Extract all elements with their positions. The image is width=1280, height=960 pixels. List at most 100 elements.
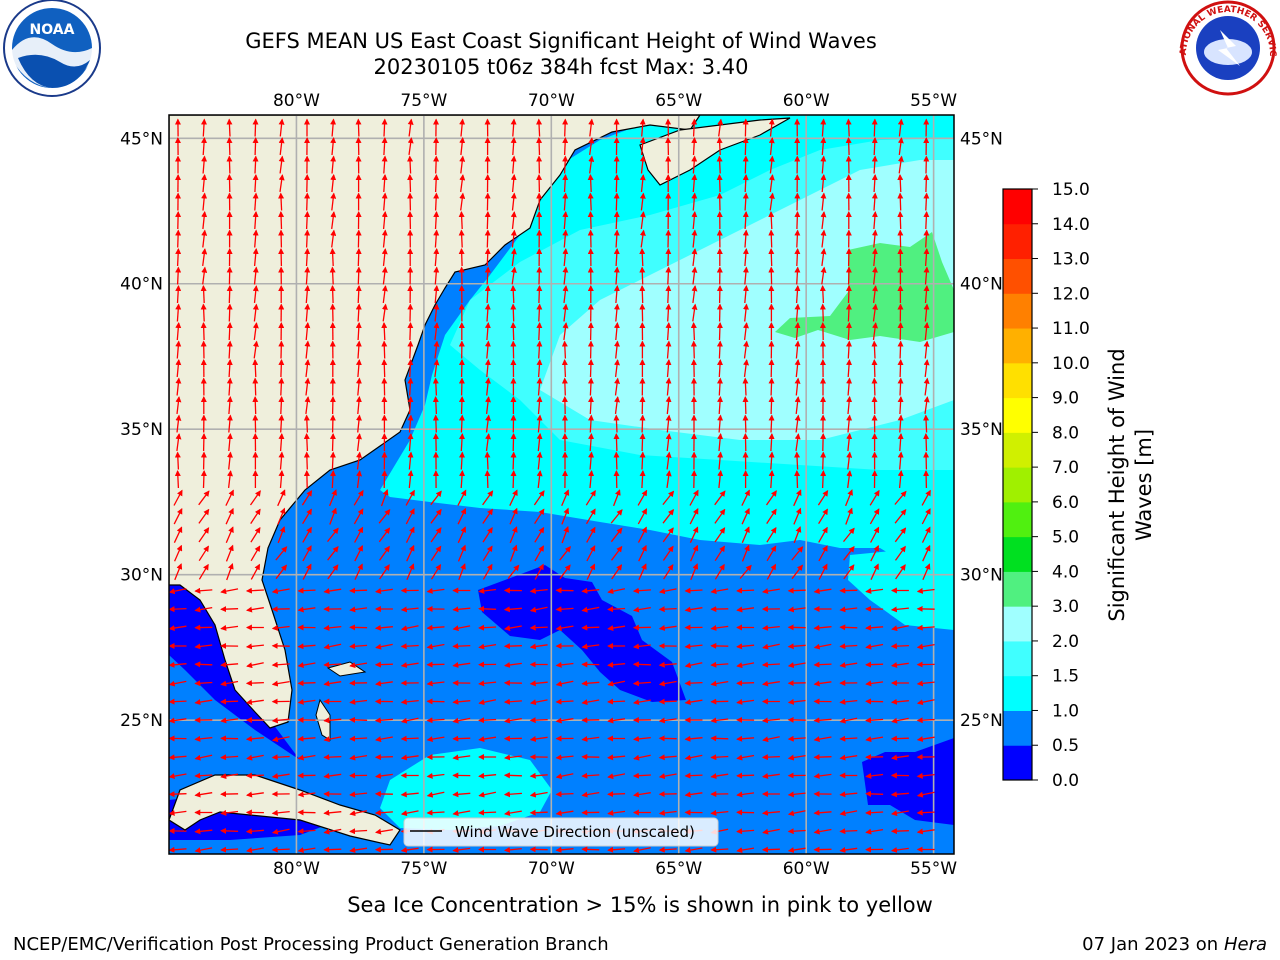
wind-arrow-105 (562, 174, 569, 193)
wind-arrow-1011 (710, 735, 729, 742)
wind-arrow-645 (561, 507, 570, 525)
wind-arrow-418 (897, 359, 904, 378)
wind-arrow-584 (536, 470, 543, 488)
wind-arrow-856 (581, 643, 600, 650)
wind-arrow-240 (175, 266, 182, 285)
wind-arrow-107 (613, 174, 620, 193)
wind-arrow-81 (716, 155, 723, 174)
colorbar-tick-label-7: 5.0 (1052, 528, 1079, 548)
wind-arrow-827 (607, 625, 626, 631)
wind-arrow-1181 (452, 846, 471, 853)
lon-tick-bottom-0: 80°W (273, 859, 320, 879)
wind-arrow-1008 (633, 735, 651, 742)
wind-arrow-290 (691, 285, 698, 303)
wind-arrow-959 (916, 699, 935, 706)
wind-arrow-1069 (658, 773, 677, 780)
wind-arrow-324 (794, 303, 801, 322)
wind-arrow-620 (689, 489, 699, 506)
wind-arrow-317 (613, 303, 620, 322)
wind-arrow-1054 (271, 773, 290, 779)
wind-arrow-1193 (761, 846, 780, 853)
wind-arrow-504 (794, 414, 801, 433)
wind-arrow-948 (633, 699, 651, 706)
wind-arrow-73 (510, 155, 517, 174)
wind-arrow-793 (503, 606, 522, 613)
wind-arrow-922 (736, 680, 755, 687)
wind-arrow-698 (378, 545, 390, 561)
wind-arrow-165 (562, 211, 569, 230)
wind-arrow-997 (349, 735, 368, 742)
colorbar-segment-14 (1003, 258, 1032, 294)
wind-arrow-1029 (400, 754, 419, 761)
wind-arrow-1067 (607, 773, 626, 780)
wind-arrow-280 (433, 285, 440, 304)
wind-arrow-380 (690, 340, 697, 359)
wind-arrow-839 (916, 624, 935, 631)
wind-arrow-320 (691, 303, 698, 322)
wind-arrow-331 (200, 322, 207, 341)
wind-arrow-823 (504, 625, 522, 632)
wind-arrow-125 (304, 192, 311, 211)
wind-arrow-424 (278, 377, 285, 396)
wind-arrow-1064 (529, 772, 548, 779)
wind-arrow-98 (381, 174, 388, 193)
wind-arrow-377 (613, 340, 620, 359)
wind-arrow-947 (607, 698, 626, 705)
wind-arrow-1026 (323, 754, 342, 761)
wind-arrow-695 (302, 545, 312, 562)
wind-arrow-409 (665, 359, 672, 378)
wind-arrow-1046 (839, 754, 858, 761)
wind-arrow-91 (201, 174, 208, 193)
wind-arrow-329 (923, 303, 930, 322)
wind-arrow-1118 (374, 809, 393, 816)
wind-arrow-115 (820, 174, 827, 193)
wind-arrow-704 (534, 545, 544, 562)
wind-arrow-1146 (323, 828, 342, 835)
wind-arrow-522 (485, 433, 492, 451)
wind-arrow-1124 (529, 809, 548, 816)
wind-arrow-151 (201, 211, 208, 230)
wind-arrow-757 (349, 587, 368, 594)
wind-arrow-819 (400, 625, 419, 632)
wind-arrow-198 (639, 229, 646, 248)
colorbar-tick-label-10: 8.0 (1052, 423, 1079, 443)
wind-arrow-895 (813, 661, 832, 668)
wind-arrow-56 (845, 137, 852, 156)
wind-arrow-269 (923, 266, 930, 285)
wind-arrow-779 (916, 587, 935, 594)
wind-arrow-255 (562, 266, 569, 285)
wind-arrow-156 (330, 211, 337, 229)
wind-arrow-781 (194, 606, 213, 613)
wind-arrow-605 (301, 490, 313, 506)
wind-arrow-1065 (555, 773, 574, 780)
wind-arrow-124 (278, 192, 285, 211)
wind-arrow-441 (717, 377, 724, 396)
wind-arrow-1075 (813, 772, 832, 779)
wind-arrow-121 (201, 192, 208, 211)
wind-arrow-773 (762, 588, 780, 595)
wind-arrow-434 (536, 377, 543, 396)
wind-arrow-589 (665, 470, 672, 488)
wind-arrow-221 (458, 248, 465, 267)
wind-arrow-693 (250, 545, 261, 562)
wind-arrow-657 (869, 508, 880, 525)
wind-arrow-1013 (762, 736, 780, 743)
wind-arrow-1185 (555, 846, 574, 853)
wind-arrow-893 (761, 661, 780, 668)
wind-arrow-843 (245, 643, 264, 650)
wind-arrow-1040 (684, 754, 703, 761)
wind-arrow-628 (894, 490, 907, 505)
wind-arrow-1133 (761, 809, 780, 816)
wind-arrow-400 (433, 359, 440, 377)
wind-arrow-549 (407, 451, 414, 470)
colorbar-segment-15 (1003, 223, 1032, 260)
wind-arrow-772 (736, 587, 755, 594)
wind-arrow-841 (194, 643, 213, 650)
wind-arrow-457 (355, 396, 362, 415)
wind-arrow-350 (690, 322, 697, 341)
wind-arrow-755 (297, 587, 316, 594)
wind-arrow-265 (820, 266, 827, 285)
wind-arrow-701 (457, 544, 466, 562)
wind-arrow-503 (768, 414, 775, 433)
wind-arrow-1094 (529, 791, 548, 798)
